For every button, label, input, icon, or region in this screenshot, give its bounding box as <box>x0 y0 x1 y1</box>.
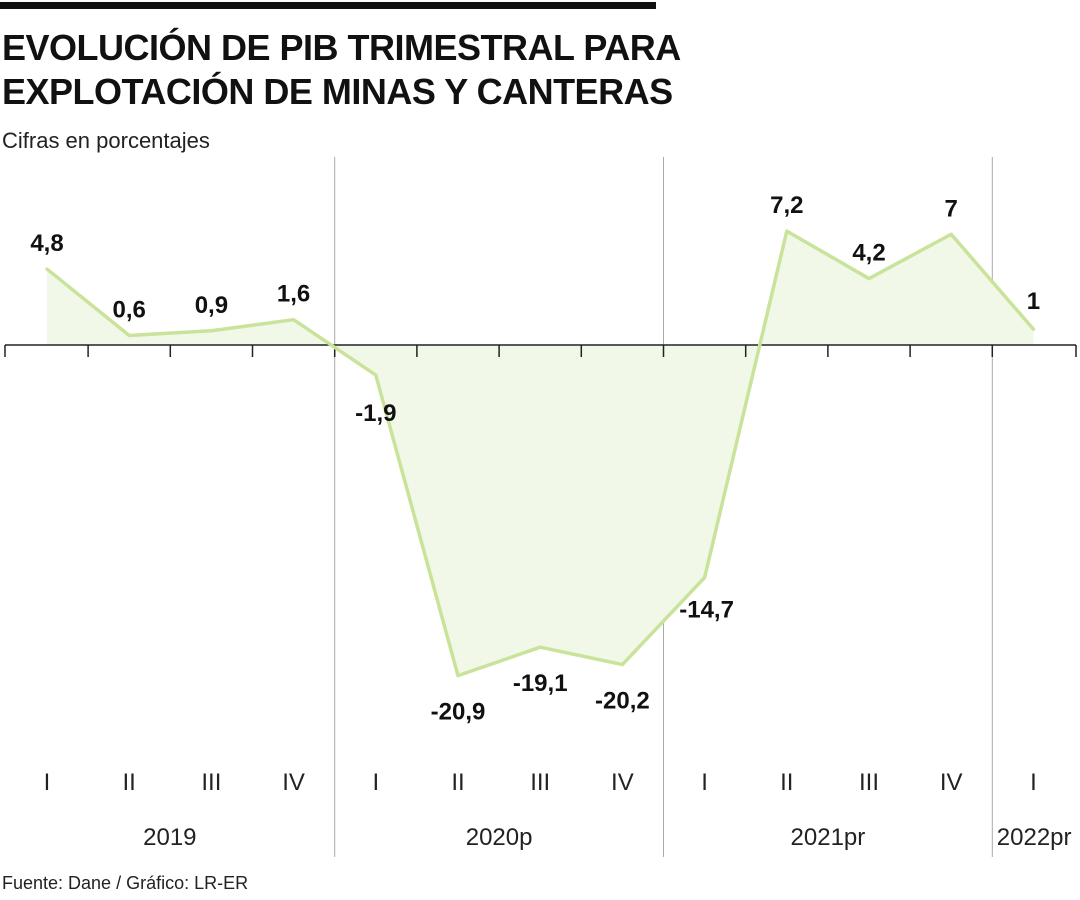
year-label: 2022pr <box>997 824 1072 851</box>
x-tick-label: III <box>859 769 879 796</box>
year-label: 2019 <box>143 824 196 851</box>
year-label: 2021pr <box>791 824 866 851</box>
chart-title: EVOLUCIÓN DE PIB TRIMESTRAL PARA EXPLOTA… <box>2 26 702 114</box>
x-tick-label: I <box>372 769 379 796</box>
data-label: -20,2 <box>595 688 650 715</box>
x-tick-label: II <box>451 769 464 796</box>
x-tick-label: I <box>44 769 51 796</box>
x-tick-label: III <box>530 769 550 796</box>
data-label: -1,9 <box>355 400 396 427</box>
x-tick-label: IV <box>940 769 963 796</box>
chart-subtitle: Cifras en porcentajes <box>2 128 210 153</box>
top-rule <box>0 2 656 9</box>
area-fill <box>47 231 1034 676</box>
data-label: 1,6 <box>277 281 310 308</box>
title-line-1: EVOLUCIÓN DE PIB TRIMESTRAL PARA <box>2 27 681 68</box>
x-tick-label: IV <box>282 769 305 796</box>
data-label: 7,2 <box>770 192 803 219</box>
data-label: 0,9 <box>195 292 228 319</box>
data-label: -14,7 <box>679 597 734 624</box>
title-line-2: EXPLOTACIÓN DE MINAS Y CANTERAS <box>2 71 673 112</box>
data-label: -19,1 <box>513 670 568 697</box>
data-label: 4,8 <box>30 230 63 257</box>
data-label: 7 <box>945 195 958 222</box>
data-label: 0,6 <box>113 297 146 324</box>
year-label: 2020p <box>466 824 533 851</box>
source-note: Fuente: Dane / Gráfico: LR-ER <box>2 873 249 893</box>
data-label: -20,9 <box>431 699 486 726</box>
x-tick-label: III <box>201 769 221 796</box>
data-label: 4,2 <box>852 240 885 267</box>
data-label: 1 <box>1027 288 1040 315</box>
x-tick-label: IV <box>611 769 634 796</box>
series-line <box>45 229 1036 678</box>
x-tick-label: II <box>123 769 136 796</box>
x-tick-label: II <box>780 769 793 796</box>
x-tick-label: I <box>701 769 708 796</box>
x-tick-label: I <box>1030 769 1037 796</box>
